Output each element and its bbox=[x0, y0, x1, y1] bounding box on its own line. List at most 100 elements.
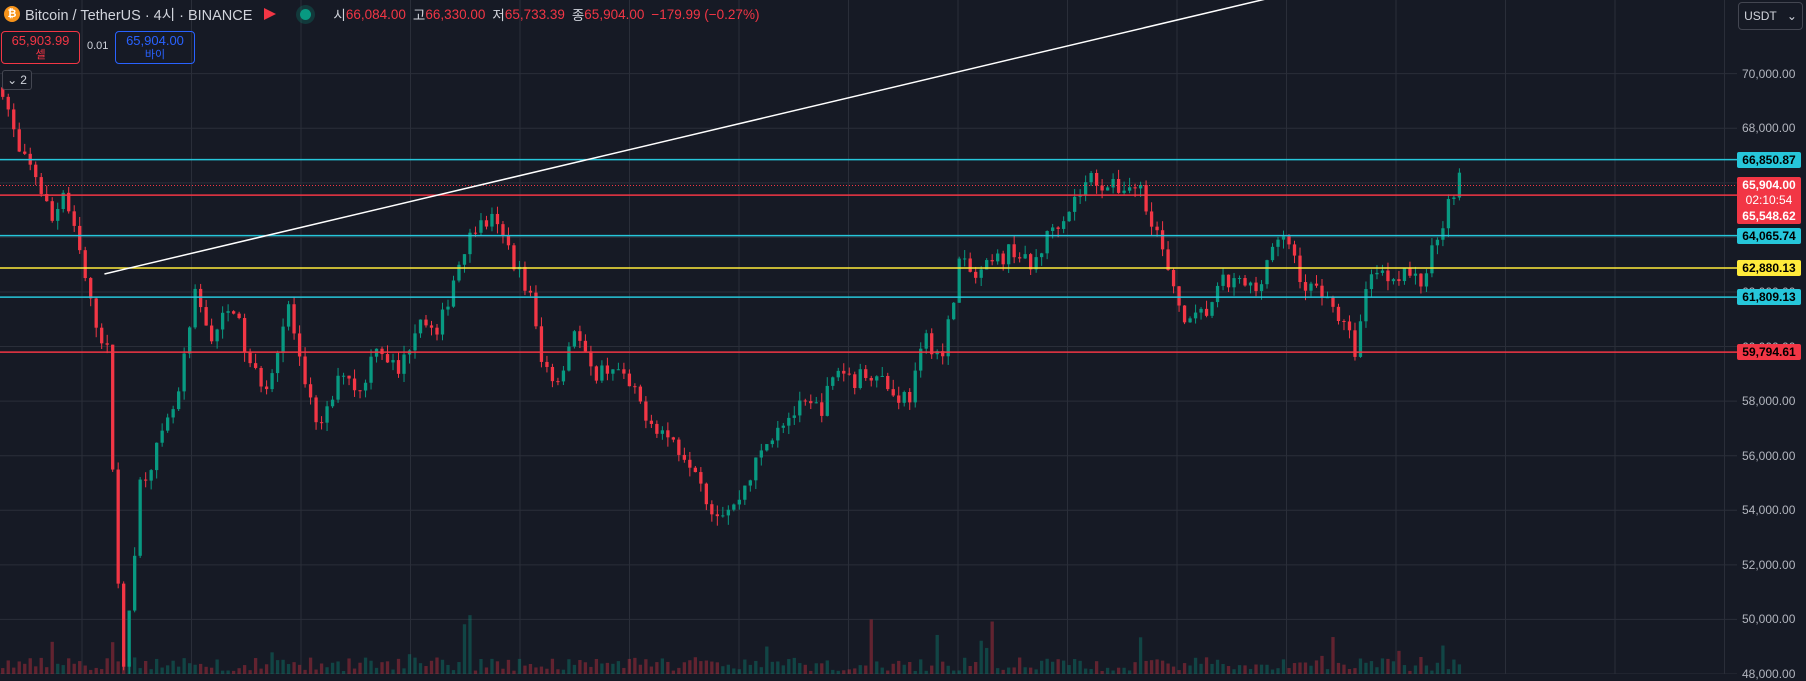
candle-body bbox=[1001, 253, 1005, 265]
volume-bar bbox=[627, 658, 632, 674]
candle-body bbox=[1210, 302, 1214, 316]
volume-bar bbox=[12, 667, 16, 674]
volume-bar bbox=[352, 668, 357, 674]
currency-selector[interactable]: USDT ⌄ bbox=[1738, 2, 1803, 30]
volume-bar bbox=[226, 670, 230, 674]
volume-bar bbox=[512, 670, 516, 674]
volume-bar bbox=[1012, 667, 1016, 674]
volume-bar bbox=[633, 657, 637, 674]
flag-icon[interactable] bbox=[264, 8, 277, 20]
volume-bar bbox=[1226, 666, 1231, 674]
candle-body bbox=[12, 109, 16, 130]
volume-bar bbox=[875, 661, 879, 674]
volume-bar bbox=[759, 667, 763, 674]
candle-body bbox=[1424, 273, 1429, 287]
candle-body bbox=[297, 333, 302, 357]
symbol-title[interactable]: Bitcoin / TetherUS · 4시 · BINANCE bbox=[25, 7, 253, 24]
candle-body bbox=[721, 515, 725, 517]
volume-bar bbox=[198, 663, 203, 674]
trendline bbox=[104, 0, 1265, 275]
candle-body bbox=[693, 467, 697, 473]
candle-body bbox=[655, 423, 659, 434]
volume-bar bbox=[682, 662, 687, 674]
volume-bar bbox=[1029, 667, 1033, 674]
candle-body bbox=[1408, 268, 1412, 276]
price-axis-tick: 54,000.00 bbox=[1742, 503, 1796, 518]
volume-bar bbox=[1078, 660, 1082, 674]
candle-body bbox=[1435, 239, 1440, 246]
volume-bar bbox=[842, 670, 846, 674]
candle-body bbox=[1023, 254, 1027, 259]
candle-body bbox=[759, 450, 763, 458]
volume-bar bbox=[78, 661, 82, 674]
candle-body bbox=[380, 348, 384, 355]
candle-body bbox=[1067, 211, 1071, 222]
volume-bar bbox=[600, 663, 604, 674]
volume-bar bbox=[1215, 659, 1220, 674]
candle-body bbox=[1182, 305, 1187, 323]
buy-button[interactable]: 65,904.00 바이 bbox=[115, 31, 195, 64]
level-price-tag: 66,850.87 bbox=[1737, 151, 1801, 168]
volume-bar bbox=[1358, 658, 1363, 674]
volume-bar bbox=[858, 665, 862, 674]
volume-bar bbox=[424, 666, 428, 674]
candle-body bbox=[122, 583, 126, 667]
volume-bar bbox=[1408, 670, 1412, 674]
volume-bar bbox=[1259, 664, 1264, 674]
candle-body bbox=[176, 391, 181, 410]
high-label: 고 bbox=[412, 8, 426, 23]
volume-bar bbox=[259, 668, 263, 674]
volume-bar bbox=[193, 664, 197, 674]
volume-bar bbox=[325, 667, 329, 674]
candle-body bbox=[1, 87, 5, 97]
volume-bar bbox=[369, 660, 373, 674]
volume-bar bbox=[1144, 660, 1148, 674]
volume-bar bbox=[314, 669, 318, 674]
volume-bar bbox=[1325, 669, 1330, 674]
candle-body bbox=[737, 499, 741, 505]
candle-body bbox=[111, 344, 115, 470]
volume-bar bbox=[743, 659, 747, 674]
volume-bar bbox=[1369, 661, 1374, 674]
volume-bar bbox=[1265, 664, 1269, 674]
candle-body bbox=[1331, 297, 1335, 307]
volume-bar bbox=[638, 664, 643, 674]
low-label: 저 bbox=[492, 8, 505, 23]
volume-bar bbox=[1331, 637, 1335, 674]
candle-body bbox=[842, 370, 846, 374]
volume-bar bbox=[1232, 669, 1236, 674]
candle-body bbox=[259, 367, 263, 387]
chart-grid bbox=[0, 0, 1737, 674]
candle-body bbox=[237, 313, 241, 319]
volume-bar bbox=[776, 661, 780, 674]
candle-body bbox=[638, 386, 643, 402]
volume-bar bbox=[820, 663, 824, 674]
volume-bar bbox=[1419, 657, 1423, 674]
volume-bar bbox=[100, 669, 104, 674]
candle-body bbox=[1018, 257, 1022, 259]
candle-body bbox=[1127, 187, 1132, 191]
volume-bar bbox=[61, 665, 65, 674]
volume-bar bbox=[17, 661, 21, 674]
volume-bar bbox=[825, 660, 829, 674]
volume-bar bbox=[1089, 669, 1093, 674]
volume-bar bbox=[264, 664, 269, 674]
candle-body bbox=[897, 395, 901, 403]
volume-bar bbox=[880, 667, 884, 674]
volume-bar bbox=[116, 661, 120, 674]
sell-price: 65,903.99 bbox=[11, 32, 70, 48]
candle-body bbox=[803, 400, 807, 402]
indicators-toggle-button[interactable]: ⌄ 2 bbox=[2, 70, 32, 90]
candle-body bbox=[100, 327, 104, 344]
candle-body bbox=[440, 309, 445, 335]
candle-body bbox=[649, 420, 654, 424]
candle-body bbox=[341, 375, 346, 377]
price-axis-tick: 70,000.00 bbox=[1742, 66, 1796, 81]
spread-value: 0.01 bbox=[87, 40, 109, 52]
candle-body bbox=[1298, 255, 1302, 283]
volume-bar bbox=[869, 619, 873, 674]
sell-button[interactable]: 65,903.99 셀 bbox=[1, 31, 80, 64]
volume-bar bbox=[429, 660, 434, 674]
candle-body bbox=[1083, 182, 1088, 196]
